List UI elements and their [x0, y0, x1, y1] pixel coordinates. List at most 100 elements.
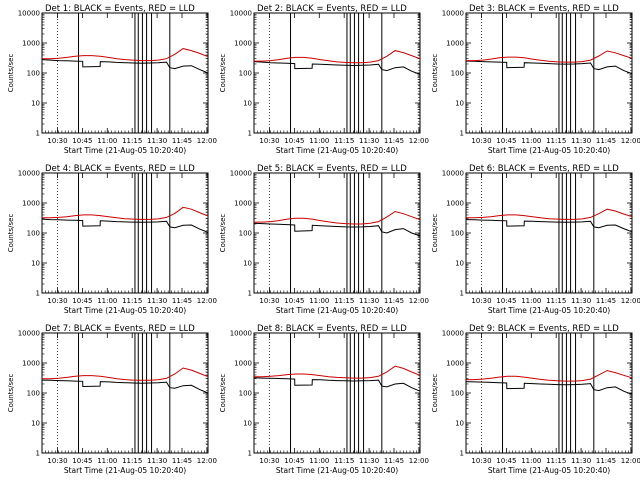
- y-axis-label: Counts/sec: [431, 214, 439, 253]
- detector-panel-5: Det 5: BLACK = Events, RED = LLD Counts/s…: [219, 164, 429, 315]
- y-axis-label: Counts/sec: [219, 374, 227, 413]
- x-tick-label: 11:15: [546, 457, 566, 465]
- x-tick-label: 11:30: [147, 297, 167, 305]
- x-tick-label: 11:45: [384, 137, 404, 145]
- x-tick-label: 11:45: [596, 297, 616, 305]
- detector-panel-8: Det 8: BLACK = Events, RED = LLD Counts/s…: [219, 324, 429, 475]
- x-tick-label: 11:30: [571, 297, 591, 305]
- y-tick-label: 100: [27, 230, 40, 238]
- series-line-lld: [466, 208, 633, 220]
- x-tick-label: 11:30: [571, 457, 591, 465]
- plot-title: Det 9: BLACK = Events, RED = LLD: [469, 324, 619, 334]
- y-tick-label: 100: [239, 390, 252, 398]
- y-tick-label: 10000: [230, 10, 252, 18]
- y-tick-label: 100: [239, 230, 252, 238]
- x-axis-label: Start Time (21-Aug-05 10:20:40): [64, 306, 186, 315]
- y-tick-label: 10000: [442, 10, 464, 18]
- detector-panel-6: Det 6: BLACK = Events, RED = LLD Counts/s…: [431, 164, 640, 315]
- x-tick-label: 10:45: [72, 297, 92, 305]
- x-tick-label: 11:45: [596, 457, 616, 465]
- plot-frame: [253, 172, 421, 294]
- x-axis-label: Start Time (21-Aug-05 10:20:40): [488, 306, 610, 315]
- x-tick-label: 11:30: [359, 457, 379, 465]
- y-tick-label: 100: [239, 70, 252, 78]
- y-tick-label: 1000: [234, 40, 252, 48]
- x-tick-label: 12:00: [621, 137, 640, 145]
- y-tick-label: 1000: [22, 40, 40, 48]
- plot-frame: [253, 12, 421, 134]
- x-tick-label: 11:00: [97, 137, 117, 145]
- y-tick-label: 1000: [234, 360, 252, 368]
- plot-title: Det 1: BLACK = Events, RED = LLD: [45, 4, 195, 14]
- y-axis-label: Counts/sec: [431, 374, 439, 413]
- y-tick-label: 10000: [442, 330, 464, 338]
- plot-title: Det 3: BLACK = Events, RED = LLD: [469, 4, 619, 14]
- x-axis-label: Start Time (21-Aug-05 10:20:40): [276, 146, 398, 155]
- x-tick-label: 11:30: [147, 457, 167, 465]
- plot-frame: [41, 332, 209, 454]
- plot-title: Det 4: BLACK = Events, RED = LLD: [45, 164, 195, 174]
- plot-title: Det 5: BLACK = Events, RED = LLD: [257, 164, 407, 174]
- detector-panel-7: Det 7: BLACK = Events, RED = LLD Counts/s…: [7, 324, 217, 475]
- plot-frame: [465, 332, 633, 454]
- series-line-events: [253, 377, 421, 392]
- y-tick-label: 100: [451, 230, 464, 238]
- x-tick-label: 10:30: [259, 137, 279, 145]
- x-tick-label: 10:45: [284, 457, 304, 465]
- detector-panel-1: Det 1: BLACK = Events, RED = LLD Counts/s…: [7, 4, 217, 155]
- x-tick-label: 11:30: [359, 297, 379, 305]
- x-tick-label: 10:45: [284, 137, 304, 145]
- x-tick-label: 11:15: [122, 457, 142, 465]
- y-axis-label: Counts/sec: [7, 374, 15, 413]
- y-axis-label: Counts/sec: [219, 214, 227, 253]
- y-tick-label: 100: [27, 390, 40, 398]
- x-tick-label: 11:15: [546, 297, 566, 305]
- plot-title: Det 8: BLACK = Events, RED = LLD: [257, 324, 407, 334]
- x-tick-label: 11:45: [172, 457, 192, 465]
- x-tick-label: 11:00: [521, 137, 541, 145]
- series-line-events: [465, 60, 633, 75]
- x-tick-label: 10:30: [47, 457, 67, 465]
- y-tick-label: 1000: [22, 360, 40, 368]
- y-tick-label: 1: [248, 130, 252, 138]
- y-tick-label: 10: [455, 100, 464, 108]
- x-axis-label: Start Time (21-Aug-05 10:20:40): [488, 466, 610, 475]
- series-line-lld: [466, 50, 633, 63]
- y-tick-label: 100: [451, 390, 464, 398]
- y-tick-label: 1: [36, 290, 40, 298]
- y-tick-label: 10: [455, 260, 464, 268]
- x-tick-label: 11:45: [172, 297, 192, 305]
- x-axis-label: Start Time (21-Aug-05 10:20:40): [64, 146, 186, 155]
- y-tick-label: 1000: [446, 360, 464, 368]
- y-tick-label: 10000: [442, 170, 464, 178]
- y-tick-label: 10000: [18, 330, 40, 338]
- y-tick-label: 10: [31, 420, 40, 428]
- y-tick-label: 10000: [18, 10, 40, 18]
- y-tick-label: 100: [27, 70, 40, 78]
- x-tick-label: 10:30: [259, 297, 279, 305]
- y-tick-label: 10: [31, 100, 40, 108]
- x-tick-label: 11:15: [334, 297, 354, 305]
- y-tick-label: 1: [248, 290, 252, 298]
- x-tick-label: 10:30: [471, 137, 491, 145]
- y-tick-label: 1: [36, 130, 40, 138]
- detector-panel-3: Det 3: BLACK = Events, RED = LLD Counts/s…: [431, 4, 640, 155]
- x-tick-label: 11:15: [334, 137, 354, 145]
- x-tick-label: 11:00: [97, 457, 117, 465]
- x-tick-label: 11:15: [546, 137, 566, 145]
- series-line-events: [465, 381, 633, 395]
- x-tick-label: 10:30: [47, 297, 67, 305]
- series-line-lld: [42, 48, 209, 62]
- x-tick-label: 11:45: [384, 457, 404, 465]
- x-tick-label: 11:15: [334, 457, 354, 465]
- x-tick-label: 12:00: [409, 457, 429, 465]
- x-tick-label: 11:00: [521, 297, 541, 305]
- plot-frame: [253, 332, 421, 454]
- y-tick-label: 10: [243, 260, 252, 268]
- series-line-lld: [254, 50, 421, 64]
- detector-panel-9: Det 9: BLACK = Events, RED = LLD Counts/s…: [431, 324, 640, 475]
- x-tick-label: 10:30: [471, 297, 491, 305]
- series-line-lld: [254, 365, 421, 379]
- y-tick-label: 1000: [234, 200, 252, 208]
- y-tick-label: 1: [36, 450, 40, 458]
